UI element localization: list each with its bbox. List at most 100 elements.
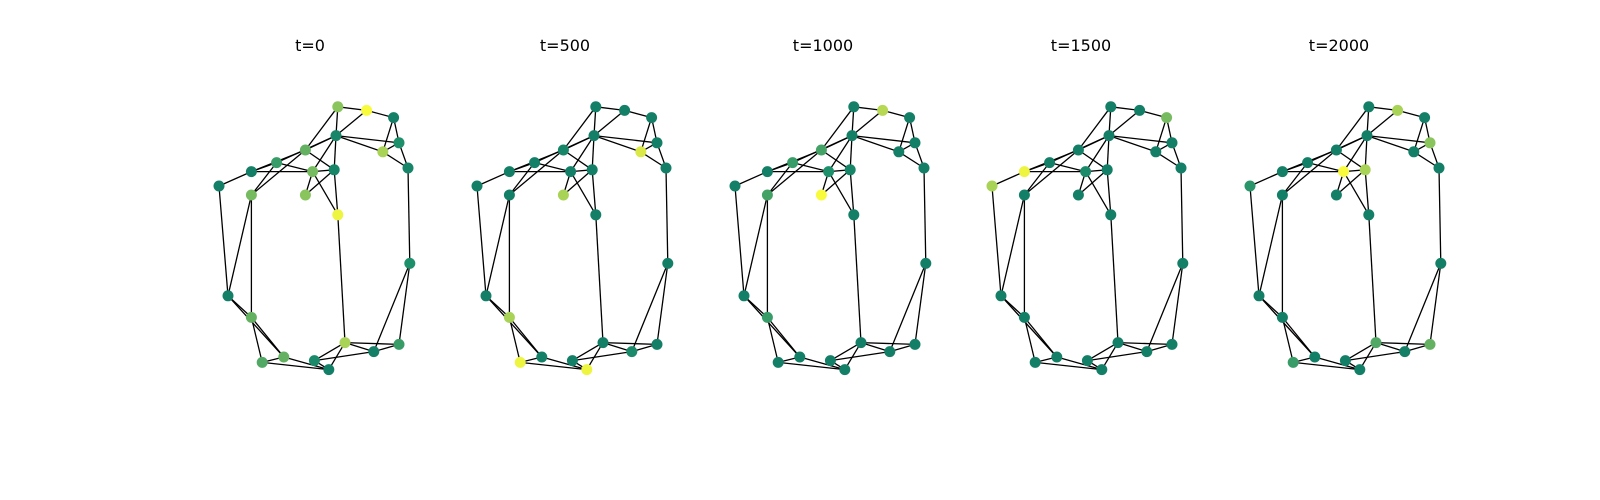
graph-node: [662, 257, 674, 269]
graph-node: [503, 189, 515, 201]
graph-node: [1072, 189, 1084, 201]
graph-edge: [821, 149, 851, 171]
graph-edge: [734, 171, 768, 187]
graph-edge: [1258, 295, 1316, 358]
graph-edge: [656, 263, 669, 345]
graph-node: [480, 290, 492, 302]
graph-edge: [1035, 361, 1102, 371]
graph-edge: [373, 263, 411, 352]
graph-node: [328, 164, 340, 176]
graph-node: [590, 101, 602, 113]
graph-node: [393, 137, 405, 149]
graph-node: [884, 346, 896, 358]
graph-edge: [595, 214, 604, 343]
graph-edge: [1343, 135, 1368, 172]
graph-node: [1399, 346, 1411, 358]
graph-node: [503, 311, 515, 323]
graph-node: [815, 144, 827, 156]
graph-edge: [991, 185, 1002, 296]
panel-title: t=1500: [1051, 36, 1111, 55]
graph-edge: [1117, 341, 1173, 346]
graph-edge: [508, 149, 564, 196]
graph-node: [1276, 189, 1288, 201]
graph-node: [738, 290, 750, 302]
graph-edge: [1000, 295, 1058, 358]
graph-node: [1177, 257, 1189, 269]
graph-edge: [1413, 117, 1426, 152]
graph-node: [536, 351, 548, 363]
graph-edge: [508, 317, 521, 363]
graph-edge: [314, 342, 346, 362]
graph-edge: [665, 167, 669, 264]
graph-node: [586, 164, 598, 176]
graph-edge: [849, 135, 853, 170]
graph-node: [787, 157, 799, 169]
graph-edge: [1106, 169, 1112, 215]
graph-edge: [344, 341, 400, 346]
graph-edge: [520, 361, 587, 371]
graph-edge: [1281, 317, 1294, 363]
graph-node: [1309, 351, 1321, 363]
graph-node: [1081, 355, 1093, 367]
graph-node: [1435, 257, 1447, 269]
graph-node: [824, 355, 836, 367]
graph-edge: [1314, 356, 1360, 371]
graph-node: [323, 364, 335, 376]
graph-edge: [828, 135, 853, 172]
graph-edge: [1375, 341, 1431, 346]
graph-node: [222, 290, 234, 302]
graph-node: [332, 209, 344, 221]
graph-edge: [1023, 149, 1079, 196]
panel-title: t=500: [540, 36, 590, 55]
graph-node: [1105, 209, 1117, 221]
graph-node: [1330, 144, 1342, 156]
graph-edge: [562, 169, 593, 196]
graph-edge: [335, 134, 384, 153]
panel-title: t=2000: [1309, 36, 1369, 55]
graph-node: [619, 104, 631, 116]
graph-node: [330, 130, 342, 142]
graph-edge: [1155, 117, 1168, 152]
graph-edge: [1108, 109, 1141, 137]
graph-edge: [476, 185, 487, 296]
graph-edge: [276, 161, 313, 173]
graph-node: [1302, 157, 1314, 169]
graph-edge: [1077, 106, 1112, 151]
graph-node: [245, 311, 257, 323]
panel-title: t=0: [295, 36, 325, 55]
graph-edge: [562, 106, 597, 151]
graph-edge: [860, 341, 916, 346]
graph-edge: [534, 161, 571, 173]
graph-node: [651, 137, 663, 149]
graph-edge: [1108, 134, 1157, 153]
panel-title: t=1000: [793, 36, 853, 55]
graph-node: [581, 364, 593, 376]
graph-edge: [766, 317, 779, 363]
graph-node: [909, 338, 921, 350]
graph-node: [772, 356, 784, 368]
graph-node: [1339, 355, 1351, 367]
graph-node: [1370, 337, 1382, 349]
graph-edge: [1364, 169, 1370, 215]
graph-edge: [1106, 135, 1110, 170]
graph-edge: [1108, 134, 1173, 144]
graph-edge: [1258, 194, 1284, 296]
graph-node: [566, 355, 578, 367]
graph-edge: [591, 169, 597, 215]
graph-node: [1354, 364, 1366, 376]
graph-edge: [1146, 263, 1184, 352]
graph-node: [986, 180, 998, 192]
graph-edge: [820, 169, 851, 196]
graph-edge: [1345, 350, 1405, 362]
graph-edge: [1180, 167, 1184, 264]
graph-edge: [1281, 316, 1316, 358]
graph-edge: [1404, 263, 1442, 352]
graph-node: [839, 364, 851, 376]
graph-edge: [1023, 316, 1058, 358]
graph-edge: [734, 185, 745, 296]
graph-node: [1134, 104, 1146, 116]
graph-node: [271, 157, 283, 169]
graph-node: [848, 101, 860, 113]
graph-panel-2: t=1000: [729, 36, 932, 376]
